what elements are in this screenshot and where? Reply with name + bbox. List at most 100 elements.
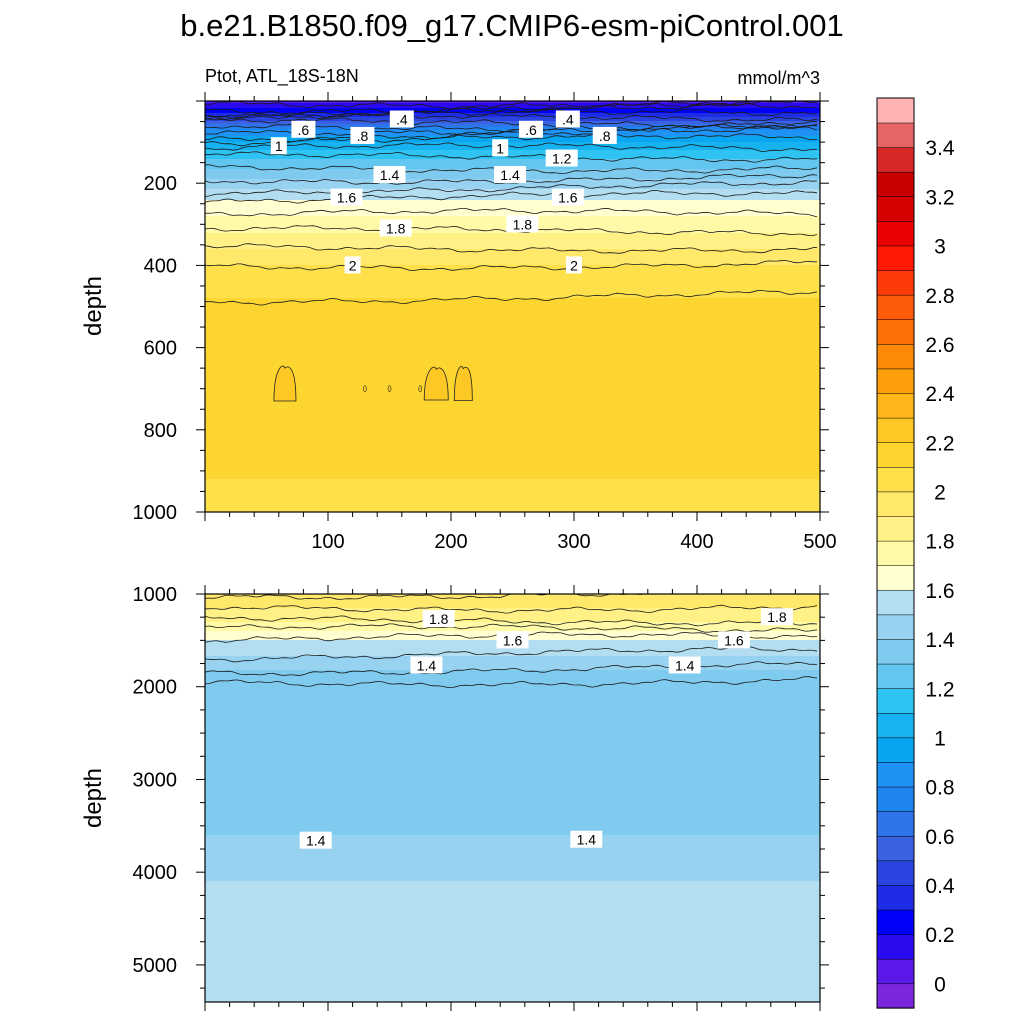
- upper-fill-strip: [205, 487, 820, 489]
- lower-fill-strip: [205, 664, 820, 666]
- lower-fill-strip: [205, 844, 820, 846]
- upper-fill-strip: [205, 276, 820, 278]
- lower-fill-strip: [205, 662, 820, 664]
- lower-fill-strip: [205, 618, 820, 620]
- upper-fill-strip: [205, 315, 820, 317]
- colorbar-label: 0: [934, 973, 946, 996]
- upper-xtick-label: 500: [803, 531, 836, 553]
- upper-fill-strip: [205, 471, 820, 473]
- colorbar-swatch: [876, 958, 915, 985]
- lower-fill-strip: [205, 617, 820, 619]
- lower-fill-strip: [205, 993, 820, 995]
- lower-fill-strip: [205, 883, 820, 885]
- upper-contour-line-2: [205, 260, 817, 272]
- upper-fill-strip: [205, 348, 820, 350]
- lower-fill-strip: [205, 788, 820, 790]
- upper-fill-strip: [205, 353, 820, 355]
- upper-fill-strip: [205, 338, 820, 340]
- upper-contour-label-bg: [551, 188, 584, 206]
- lower-fill-strip: [205, 720, 820, 722]
- lower-contour-label-bg: [299, 831, 332, 849]
- lower-fill-strip: [205, 879, 820, 881]
- lower-fill-strip: [205, 686, 820, 688]
- lower-fill-strip: [205, 690, 820, 692]
- lower-fill-strip: [205, 863, 820, 865]
- upper-xtick-label: 400: [680, 531, 713, 553]
- upper-ytick-label: 200: [144, 173, 177, 195]
- upper-contour-label: .8: [350, 126, 375, 144]
- lower-fill-strip: [205, 783, 820, 785]
- lower-fill-strip: [205, 859, 820, 861]
- upper-fill-strip: [205, 393, 820, 395]
- upper-fill-strip: [205, 282, 820, 284]
- upper-fill-strip: [205, 463, 820, 465]
- lower-fill-strip: [205, 987, 820, 989]
- upper-fill-strip: [205, 135, 820, 137]
- colorbar-label: 2.6: [925, 334, 954, 357]
- lower-fill-strip: [205, 848, 820, 850]
- upper-contour-label-bg: [379, 219, 412, 237]
- upper-fill-strip: [205, 362, 820, 364]
- colorbar-label: 2: [934, 482, 946, 505]
- upper-fill-strip: [205, 251, 820, 253]
- upper-fill-strip: [205, 137, 820, 139]
- upper-fill-strip: [205, 297, 820, 299]
- upper-fill-strip: [205, 436, 820, 438]
- upper-contour-label-bg: [389, 110, 414, 128]
- lower-fill-strip: [205, 610, 820, 612]
- upper-fill-strip: [205, 117, 820, 119]
- lower-fill-strip: [205, 983, 820, 985]
- lower-fill-strip: [205, 706, 820, 708]
- colorbar-label: 0.4: [925, 875, 955, 898]
- upper-fill-strip: [205, 464, 820, 466]
- lower-fill-strip: [205, 936, 820, 938]
- lower-fill-strip: [205, 929, 820, 931]
- lower-fill-strip: [205, 853, 820, 855]
- upper-fill-strip: [205, 187, 820, 189]
- upper-fill-strip: [205, 391, 820, 393]
- units-label: mmol/m^3: [738, 68, 820, 88]
- upper-fill-strip: [205, 144, 820, 146]
- lower-fill-strip: [205, 849, 820, 851]
- colorbar-label: 0.6: [925, 826, 954, 849]
- upper-fill-strip: [205, 316, 820, 318]
- lower-fill-strip: [205, 962, 820, 964]
- upper-fill-strip: [205, 489, 820, 491]
- lower-fill-strip: [205, 719, 820, 721]
- upper-contour-line-2.1: [205, 289, 818, 306]
- upper-fill-strip: [205, 109, 820, 111]
- lower-fill-strip: [205, 700, 820, 702]
- lower-fill-strip: [205, 899, 820, 901]
- lower-fill-strip: [205, 854, 820, 856]
- colorbar-swatch: [876, 737, 915, 763]
- upper-fill-strip: [205, 498, 820, 500]
- colorbar-label: 1: [934, 727, 946, 750]
- lower-fill-strip: [205, 864, 820, 866]
- lower-fill-strip: [205, 749, 820, 751]
- upper-fill-strip: [205, 386, 820, 388]
- upper-fill-strip: [205, 263, 820, 265]
- upper-fill-strip: [205, 281, 820, 283]
- lower-fill-strip: [205, 840, 820, 842]
- lower-fill-strip: [205, 817, 820, 819]
- colorbar-swatch: [876, 466, 915, 493]
- upper-fill-strip: [205, 387, 820, 389]
- upper-fill-strip: [205, 211, 820, 213]
- upper-fill-strip: [205, 494, 820, 496]
- upper-fill-strip: [205, 151, 820, 153]
- lower-fill-strip: [205, 736, 820, 738]
- lower-contour-line-1.7: [205, 623, 818, 633]
- lower-fill-strip: [205, 961, 820, 963]
- lower-fill-strip: [205, 992, 820, 994]
- lower-fill-strip: [205, 839, 820, 841]
- lower-fill-strip: [205, 889, 820, 891]
- lower-fill-strip: [205, 804, 820, 806]
- upper-fill-strip: [205, 249, 820, 251]
- lower-fill-strip: [205, 834, 820, 836]
- lower-fill-strip: [205, 757, 820, 759]
- lower-fill-strip: [205, 710, 820, 712]
- lower-fill-strip: [205, 722, 820, 724]
- upper-fill-strip: [205, 500, 820, 502]
- lower-fill-strip: [205, 922, 820, 924]
- upper-fill-strip: [205, 264, 820, 266]
